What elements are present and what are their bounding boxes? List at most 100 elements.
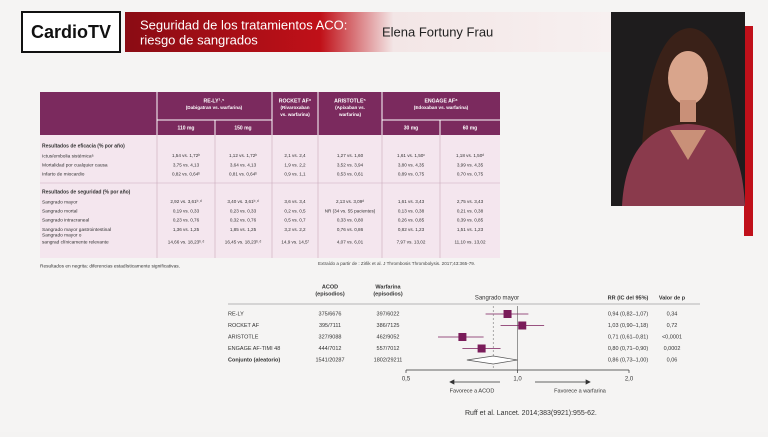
- study-name: ARISTOTLE: [228, 334, 259, 340]
- cell: 1,51 vs. 1,23: [457, 227, 484, 232]
- col-header: (episodios): [373, 291, 403, 297]
- cell: 2,13 vs. 3,09ᵈ: [336, 199, 364, 204]
- p-value: 0,72: [667, 323, 678, 329]
- acod-events: 375/6676: [319, 311, 342, 317]
- video-border: [744, 26, 753, 236]
- cell: 2,92 vs. 3,61ᵇ˒ᵈ: [170, 199, 202, 204]
- study-header: (Edoxaban vs. warfarina): [414, 105, 469, 110]
- cell: 0,19 vs. 0,33: [173, 208, 200, 213]
- row-label: Sangrado intracraneal: [42, 218, 89, 224]
- rr-marker: [503, 310, 512, 318]
- table-body: [40, 135, 500, 258]
- cell: 3,40 vs. 3,61ᵇ˒ᵈ: [227, 199, 259, 204]
- cell: 4,07 vs. 6,01: [337, 240, 364, 245]
- title: riesgo de sangrados: [140, 32, 258, 47]
- cell: 1,9 vs. 2,2: [284, 162, 306, 167]
- cell: 16,45 vs. 18,23ᵇ˒ᵈ: [225, 240, 262, 245]
- cell: 0,5 vs. 0,7: [284, 218, 306, 223]
- row-label: Sangrado mayor o: [42, 233, 82, 239]
- col-header: RR (IC del 95%): [608, 295, 649, 301]
- rr-marker: [518, 321, 527, 330]
- cell: 0,13 vs. 0,38: [398, 208, 425, 213]
- acod-events: 444/7012: [319, 346, 342, 352]
- cell: 3,64 vs. 4,13: [230, 162, 257, 167]
- cell: 1,36 vs. 1,25: [173, 227, 200, 232]
- cell: 3,75 vs. 4,13: [173, 162, 200, 167]
- footnote: Resultados en negrita: diferencias estad…: [40, 263, 180, 269]
- rr-label: 0,94 (0,82–1,07): [608, 311, 649, 317]
- cell: 0,2 vs. 0,5: [284, 208, 306, 213]
- dose-header: 150 mg: [234, 125, 251, 131]
- cell: 0,26 vs. 0,85: [398, 218, 425, 223]
- study-name: RE-LY: [228, 311, 244, 317]
- cell: 0,82 vs. 0,64ᵇ: [172, 172, 200, 177]
- p-value: 0,06: [667, 357, 678, 363]
- dose-header: 110 mg: [178, 125, 195, 131]
- study-name: Conjunto (aleatorio): [228, 357, 280, 363]
- cell: 3,80 vs. 4,35: [398, 162, 425, 167]
- study-header: (Rivaroxaban: [280, 105, 309, 110]
- warfarina-events: 557/7012: [377, 346, 400, 352]
- cell: 0,9 vs. 1,1: [284, 172, 306, 177]
- cell: 1,18 vs. 1,50ᵈ: [456, 153, 484, 158]
- study-header: ARISTOTLE⁵: [334, 98, 366, 104]
- row-label: sangrad clínicamente relevante: [42, 240, 109, 246]
- rr-label: 1,03 (0,90–1,18): [608, 323, 649, 329]
- cell: 0,81 vs. 0,64ᵇ: [229, 172, 257, 177]
- cell: 0,39 vs. 0,85: [457, 218, 484, 223]
- cell: 0,53 vs. 0,61: [337, 172, 364, 177]
- p-value: 0,0002: [664, 346, 681, 352]
- study-header: (Apixaban vs.: [335, 105, 365, 110]
- speaker: Elena Fortuny Frau: [382, 24, 493, 39]
- cell: 14,9 vs. 14,5ᶠ: [281, 240, 308, 245]
- p-value: <0,0001: [662, 334, 682, 340]
- study-name: ROCKET AF: [228, 323, 260, 329]
- p-value: 0,34: [667, 311, 678, 317]
- source: Extraído a partir de : Zirlik et al. J T…: [318, 261, 475, 266]
- warfarina-events: 397/6022: [377, 311, 400, 317]
- cell: 0,32 vs. 0,76: [230, 218, 257, 223]
- citation: Ruff et al. Lancet. 2014;383(9921):955-6…: [465, 410, 597, 417]
- study-header: vs. warfarina): [280, 112, 310, 117]
- cell: 1,54 vs. 1,72ᵇ: [172, 153, 200, 158]
- header-dividers: [156, 92, 500, 135]
- x-tick-label: 2,0: [625, 377, 634, 383]
- cell: 0,89 vs. 0,75: [398, 172, 425, 177]
- cell: 2,1 vs. 2,4: [284, 153, 306, 158]
- logo: CardioTV: [31, 22, 111, 42]
- x-tick-label: 0,5: [402, 377, 411, 383]
- cell: 1,61 vs. 3,43: [398, 199, 425, 204]
- cell: 1,27 vs. 1,60: [337, 153, 364, 158]
- diamond: [466, 355, 518, 365]
- col-header: (episodios): [315, 291, 345, 297]
- speaker-video: [611, 12, 745, 206]
- favors-arrows: [449, 379, 591, 385]
- favors-right: Favorece a warfarina: [554, 388, 607, 394]
- study-header: ROCKET AF⁶: [279, 98, 312, 104]
- col-header: Valor de p: [659, 295, 686, 301]
- row-label: Ictus/embolia sistémicaᵃ: [42, 153, 94, 159]
- acod-events: 327/9088: [319, 334, 342, 340]
- plot-title: Sangrado mayor: [475, 296, 519, 302]
- warfarina-events: 1802/29211: [374, 357, 403, 363]
- cell: 3,52 vs. 3,94: [337, 162, 364, 167]
- dose-header: 60 mg: [463, 125, 477, 131]
- dose-header: 30 mg: [404, 125, 418, 131]
- study-name: ENGAGE AF-TIMI 48: [228, 346, 280, 352]
- study-header: RE-LY¹˒⁵: [204, 98, 226, 104]
- row-label: Sangrado mortal: [42, 208, 77, 214]
- rr-label: 0,71 (0,61–0,81): [608, 334, 649, 340]
- col-header: ACOD: [322, 284, 338, 290]
- table-header: [40, 92, 500, 135]
- warfarina-events: 386/7125: [377, 323, 400, 329]
- section-title: Resultados de seguridad (% por año): [42, 189, 131, 195]
- title: Seguridad de los tratamientos ACO:: [140, 17, 347, 32]
- row-label: Sangrado mayor: [42, 199, 78, 205]
- cell: 14,66 vs. 18,23ᵇ˒ᵈ: [168, 240, 205, 245]
- favors-left: Favorece a ACOD: [450, 388, 495, 394]
- body-dividers: [40, 135, 500, 258]
- study-header: (Dabigatran vs. warfarina): [186, 105, 243, 110]
- cell: 3,99 vs. 4,35: [457, 162, 484, 167]
